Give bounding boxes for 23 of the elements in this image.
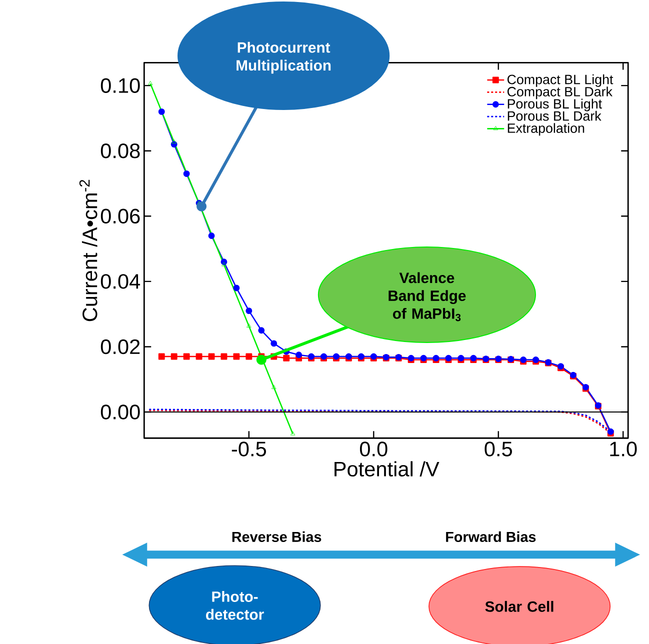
- text: Reverse Bias: [232, 531, 322, 542]
- x-tick-label: -0.5: [232, 442, 266, 456]
- y-tick-label: 0.06: [100, 208, 140, 224]
- legend-label: Porous BL Dark: [508, 110, 602, 121]
- y-tick-label: 0.00: [100, 404, 140, 420]
- x-tick-label: 0.5: [484, 442, 512, 456]
- y-axis-title: Current /A•cm$^{-2}$: [79, 180, 98, 321]
- y-tick-label: 0.04: [100, 274, 140, 289]
- legend-label: Extrapolation: [508, 122, 584, 136]
- x-tick-label: 0.0: [360, 442, 388, 456]
- annotation: Photocurrent Multiplication: [236, 42, 331, 74]
- x-tick-label: 1.0: [610, 442, 637, 456]
- text: Solar Cell: [485, 600, 554, 612]
- y-tick-label: 0.08: [100, 143, 140, 158]
- y-tick-label: 0.02: [100, 339, 140, 354]
- x-axis-title: Potential /V: [334, 461, 440, 476]
- legend-label: Compact BL Dark: [507, 86, 612, 99]
- annotation: Valence Band Edge of MaPbI$_{3}$: [388, 272, 466, 322]
- legend-label: Porous BL Light: [508, 98, 602, 112]
- y-tick-label: 0.10: [100, 78, 140, 93]
- text: Forward Bias: [446, 531, 536, 542]
- legend-label: Compact BL Light: [507, 74, 614, 87]
- text: Photo-detector: [206, 590, 264, 620]
